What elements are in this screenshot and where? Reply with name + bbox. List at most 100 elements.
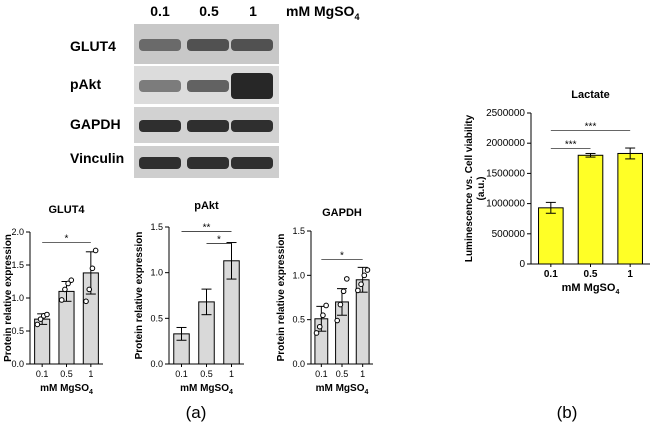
x-tick-label: 0.5 [584,269,598,280]
y-tick-label: 1000000 [486,199,525,210]
y-axis-label: Protein relative expression [276,234,287,362]
x-tick-label: 0.1 [175,369,188,379]
data-point [65,280,71,287]
significance-label: * [340,250,344,261]
data-point [355,287,361,294]
x-tick-label: 0.1 [544,269,558,280]
chart-title: GAPDH [322,207,362,219]
data-point [86,286,93,293]
y-axis-label-line: (a.u.) [476,177,487,201]
data-point [337,301,344,308]
chart-title: GLUT4 [48,204,85,216]
blot-band-gapdh-1 [187,120,229,132]
blot-conc-unit: mM MgSO4 [286,3,359,22]
bar-0.5 [577,154,604,265]
significance-label: *** [565,140,577,151]
data-point [323,302,329,309]
x-tick-label: 1 [88,369,93,379]
y-tick-label: 0.5 [150,313,163,323]
x-axis-label: mM MgSO4 [316,383,369,396]
y-tick-label: 2.0 [11,227,24,237]
y-tick-label: 0.0 [292,359,305,369]
x-tick-label: 0.1 [315,369,328,379]
data-point [340,288,347,295]
y-tick-label: 0.5 [11,326,24,336]
y-tick-label: 2500000 [486,108,525,119]
blot-band-pakt-1 [187,80,229,92]
data-point [83,298,89,305]
blot-band-vinculin-0 [139,157,181,169]
western-blot-panel: 0.1 0.5 1 mM MgSO4 GLUT4 pAkt GAPDH Vinc… [70,3,359,178]
data-point [320,312,326,319]
significance-label: *** [585,122,597,133]
blot-band-gapdh-0 [139,120,181,132]
data-point [313,330,320,336]
y-axis-label: Protein relative expression [3,234,14,362]
blot-conc-0: 0.1 [150,3,170,19]
significance-label: ** [203,223,211,234]
significance-label: * [65,233,69,244]
blot-band-vinculin-2 [231,157,273,169]
data-point [334,317,341,324]
blot-conc-1: 0.5 [199,3,219,19]
significance-label: * [217,235,221,246]
y-tick-label: 1.5 [292,226,305,236]
y-tick-label: 0.0 [150,359,163,369]
blot-label-vinculin: Vinculin [70,150,124,166]
blot-label-gapdh: GAPDH [70,116,121,132]
data-point [89,265,96,272]
chart-title: pAkt [194,200,219,212]
bar-1 [617,152,643,265]
data-point [34,321,41,328]
y-tick-label: 2000000 [486,138,525,149]
data-point [364,267,371,273]
y-tick-label: 1.0 [11,293,24,303]
y-tick-label: 1.5 [150,222,163,232]
x-tick-label: 0.1 [36,369,49,379]
blot-band-pakt-0 [139,80,181,92]
data-point [58,297,65,303]
data-point [92,247,99,254]
blot-band-gapdh-2 [231,120,273,132]
x-tick-label: 1 [229,369,234,379]
blot-band-glut4-1 [187,39,229,51]
x-tick-label: 0.5 [200,369,213,379]
y-tick-label: 1.5 [11,260,24,270]
bar-0.1 [538,207,564,265]
y-tick-label: 0.5 [292,315,305,325]
chart-pakt: pAkt 0.0 0.5 1.0 1.5 Protein relative express… [134,200,244,396]
blot-band-vinculin-1 [187,157,229,169]
data-point [316,323,323,330]
y-tick-label: 1.0 [292,270,305,280]
y-tick-label: 500000 [492,229,526,240]
blot-label-glut4: GLUT4 [70,38,116,54]
x-axis-label: mM MgSO4 [562,282,620,296]
panel-label-b: (b) [557,403,578,422]
data-point [68,277,75,283]
x-tick-label: 0.5 [60,369,73,379]
data-point [62,286,68,293]
chart-gapdh: GAPDH 0.0 0.5 1.0 1.5 Protein relative expres… [276,207,373,396]
x-axis-label: mM MgSO4 [180,383,233,396]
y-tick-label: 0 [519,259,525,270]
x-tick-label: 0.5 [336,369,349,379]
chart-title: Lactate [571,89,610,101]
data-point [44,311,50,318]
y-tick-label: 0.0 [11,359,24,369]
x-tick-label: 1 [360,369,365,379]
data-point [37,316,44,322]
blot-band-glut4-2 [231,39,273,51]
chart-lactate: Lactate 0 500000 1000000 1500000 2000000 25000… [464,89,650,296]
blot-strips [134,24,279,178]
y-tick-label: 1500000 [486,168,525,179]
blot-conc-2: 1 [249,3,257,19]
x-tick-label: 1 [627,269,633,280]
blot-band-glut4-0 [139,39,181,51]
data-point [344,276,350,282]
data-point [361,272,368,279]
data-point [358,281,364,288]
blot-band-pakt-2 [231,73,273,99]
x-axis-label: mM MgSO4 [40,383,93,396]
